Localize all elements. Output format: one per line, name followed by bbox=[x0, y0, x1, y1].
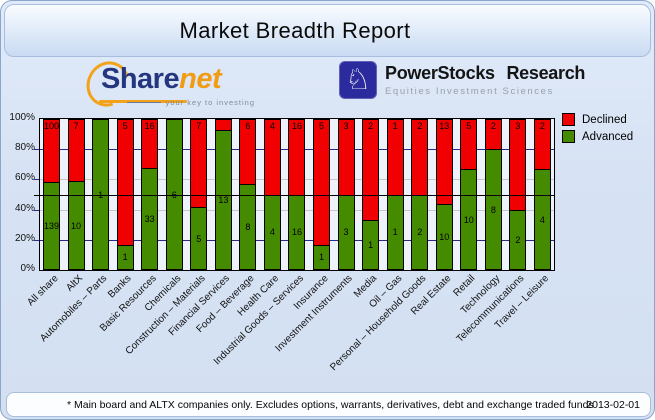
declined-segment bbox=[190, 119, 208, 208]
ytick-mark-60 bbox=[34, 179, 39, 181]
y-tick-label-20: 20% bbox=[14, 232, 35, 244]
ytick-mark-20 bbox=[34, 239, 39, 241]
declined-segment bbox=[509, 119, 527, 210]
declined-segment bbox=[435, 119, 453, 205]
sharenet-wordmark: Sharenet bbox=[101, 62, 222, 96]
sharenet-tagline-rule bbox=[127, 102, 161, 103]
declined-segment bbox=[214, 119, 232, 130]
declined-segment bbox=[288, 119, 306, 195]
advanced-segment bbox=[116, 244, 134, 270]
fifty-percent-line bbox=[34, 194, 554, 196]
bar-retail: 5 10 bbox=[460, 119, 478, 270]
advanced-segment bbox=[141, 168, 159, 270]
report-date: 2013-02-01 bbox=[586, 398, 640, 411]
advanced-segment bbox=[533, 169, 551, 270]
advanced-segment bbox=[435, 204, 453, 270]
bar-real-estate: 13 10 bbox=[435, 119, 453, 270]
x-label-altx: AltX bbox=[64, 273, 85, 294]
advanced-segment bbox=[43, 182, 60, 270]
declined-segment bbox=[313, 119, 331, 245]
y-tick-label-100: 100% bbox=[9, 112, 35, 123]
y-tick-label-40: 40% bbox=[14, 202, 35, 214]
sharenet-underline-icon bbox=[99, 100, 187, 103]
declined-segment bbox=[67, 119, 85, 182]
y-tick-label-0: 0% bbox=[20, 263, 35, 274]
declined-segment bbox=[141, 119, 159, 169]
declined-segment bbox=[116, 119, 134, 245]
declined-swatch bbox=[562, 113, 575, 126]
advanced-segment bbox=[509, 209, 527, 270]
advanced-segment bbox=[313, 244, 331, 270]
legend-label-advanced: Advanced bbox=[582, 130, 634, 143]
declined-segment bbox=[460, 119, 478, 170]
y-tick-label-80: 80% bbox=[14, 142, 35, 154]
declined-segment bbox=[362, 119, 380, 220]
declined-segment bbox=[484, 119, 502, 150]
advanced-segment bbox=[67, 181, 85, 270]
legend-item-advanced: Advanced bbox=[562, 130, 633, 143]
declined-segment bbox=[43, 119, 60, 183]
ytick-mark-80 bbox=[34, 149, 39, 151]
title-bar: Market Breadth Report bbox=[4, 4, 651, 57]
plot-area: 1001397101511633675136844161651332111221… bbox=[34, 118, 555, 271]
powerstocks-logo: ♘ PowerStocks Research Equities Investme… bbox=[339, 61, 585, 105]
powerstocks-text: PowerStocks Research Equities Investment… bbox=[385, 61, 585, 97]
legend-label-declined: Declined bbox=[582, 113, 627, 126]
advanced-segment bbox=[460, 169, 478, 270]
advanced-swatch bbox=[562, 130, 575, 143]
knight-glyph: ♘ bbox=[345, 61, 371, 96]
x-label-all-share: All share bbox=[24, 273, 61, 309]
legend-item-declined: Declined bbox=[562, 113, 633, 126]
advanced-segment bbox=[239, 183, 257, 270]
advanced-segment bbox=[214, 129, 232, 270]
sharenet-tagline-row: your key to investing bbox=[127, 98, 255, 107]
advanced-segment bbox=[411, 194, 429, 270]
advanced-segment bbox=[386, 194, 404, 270]
sharenet-logo: Sharenet your key to investing bbox=[78, 53, 257, 115]
powerstocks-tagline: Equities Investment Sciences bbox=[385, 86, 554, 97]
advanced-segment bbox=[263, 194, 281, 270]
advanced-segment bbox=[337, 194, 355, 270]
advanced-segment bbox=[190, 207, 208, 270]
advanced-segment bbox=[484, 149, 502, 270]
y-tick-label-60: 60% bbox=[14, 172, 35, 184]
advanced-segment bbox=[362, 219, 380, 270]
advanced-segment bbox=[288, 194, 306, 270]
ytick-mark-40 bbox=[34, 209, 39, 211]
footnote-text: * Main board and ALTX companies only. Ex… bbox=[67, 398, 594, 411]
declined-segment bbox=[386, 119, 404, 195]
declined-segment bbox=[411, 119, 429, 195]
sharenet-text-net: net bbox=[179, 63, 222, 95]
declined-segment bbox=[263, 119, 281, 195]
bar-all-share: 100 139 bbox=[43, 119, 60, 270]
powerstocks-name: PowerStocks Research bbox=[385, 63, 586, 83]
legend: Declined Advanced bbox=[562, 113, 633, 147]
declined-segment bbox=[337, 119, 355, 195]
knight-icon: ♘ bbox=[339, 61, 377, 99]
declined-segment bbox=[533, 119, 551, 170]
sharenet-tagline: your key to investing bbox=[165, 98, 255, 107]
page-title: Market Breadth Report bbox=[179, 17, 411, 43]
declined-segment bbox=[239, 119, 257, 184]
sharenet-text-share: Share bbox=[101, 63, 180, 95]
footer-bar: * Main board and ALTX companies only. Ex… bbox=[6, 392, 651, 417]
